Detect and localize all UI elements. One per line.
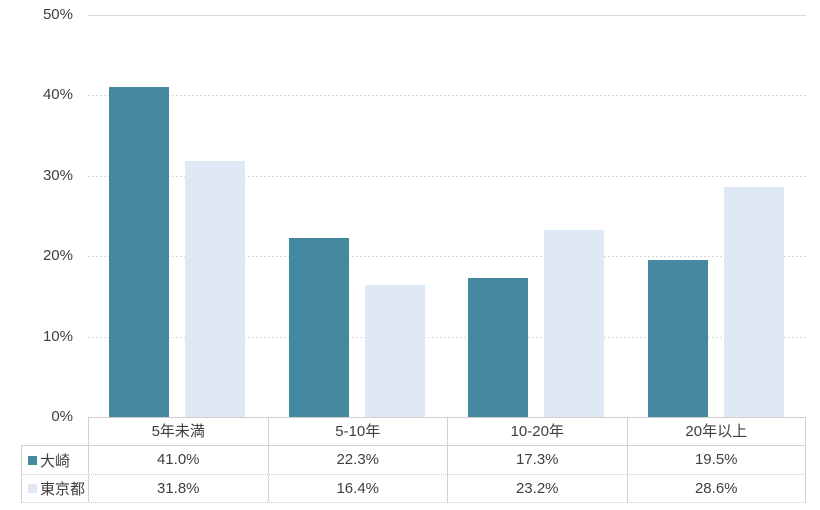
legend-label: 東京都 <box>40 481 86 498</box>
y-axis-label: 50% <box>42 6 73 23</box>
table-value-cell: 19.5% <box>626 446 806 474</box>
y-axis-label: 10% <box>42 327 73 345</box>
legend-cell-tokyo: 東京都 <box>21 475 88 502</box>
y-axis-label: 30% <box>42 166 73 184</box>
legend-swatch-osaki <box>28 455 37 465</box>
table-row-osaki: 大崎 41.0% 22.3% 17.3% 19.5% <box>21 445 806 474</box>
legend-label: 大崎 <box>40 452 71 470</box>
table-value-cell: 41.0% <box>88 446 268 474</box>
table-value-cell: 28.6% <box>626 475 806 502</box>
table-row-tokyo: 東京都 31.8% 16.4% 23.2% 28.6% <box>21 474 806 503</box>
gridline-10 <box>88 336 806 338</box>
gridline-40 <box>88 95 806 97</box>
legend-swatch-tokyo <box>28 484 37 493</box>
gridline-50 <box>88 15 806 16</box>
y-axis-label: 0% <box>51 408 73 425</box>
table-value-cell: 23.2% <box>447 475 627 502</box>
bar-osaki-cat3 <box>647 260 708 417</box>
gridline-30 <box>88 175 806 177</box>
bar-osaki-cat0 <box>109 87 169 417</box>
bar-tokyo-cat1 <box>364 285 425 417</box>
y-axis-label: 20% <box>42 247 73 265</box>
category-header: 10-20年 <box>447 418 627 445</box>
bar-osaki-cat2 <box>468 277 528 417</box>
table-value-cell: 17.3% <box>447 446 627 474</box>
legend-cell-osaki: 大崎 <box>21 446 88 474</box>
bar-tokyo-cat2 <box>544 230 604 417</box>
gridline-20 <box>88 256 806 258</box>
table-value-cell: 31.8% <box>88 475 268 502</box>
bar-osaki-cat1 <box>288 237 349 417</box>
bar-tokyo-cat0 <box>185 161 245 417</box>
table-value-cell: 16.4% <box>267 475 448 502</box>
bar-tokyo-cat3 <box>723 187 784 417</box>
category-header: 20年以上 <box>626 418 806 445</box>
y-axis-label: 40% <box>42 86 73 104</box>
category-header: 5年未満 <box>88 418 268 445</box>
table-value-cell: 22.3% <box>267 446 448 474</box>
category-header: 5-10年 <box>267 418 448 445</box>
category-header-row: 5年未満 5-10年 10-20年 20年以上 <box>88 417 806 445</box>
